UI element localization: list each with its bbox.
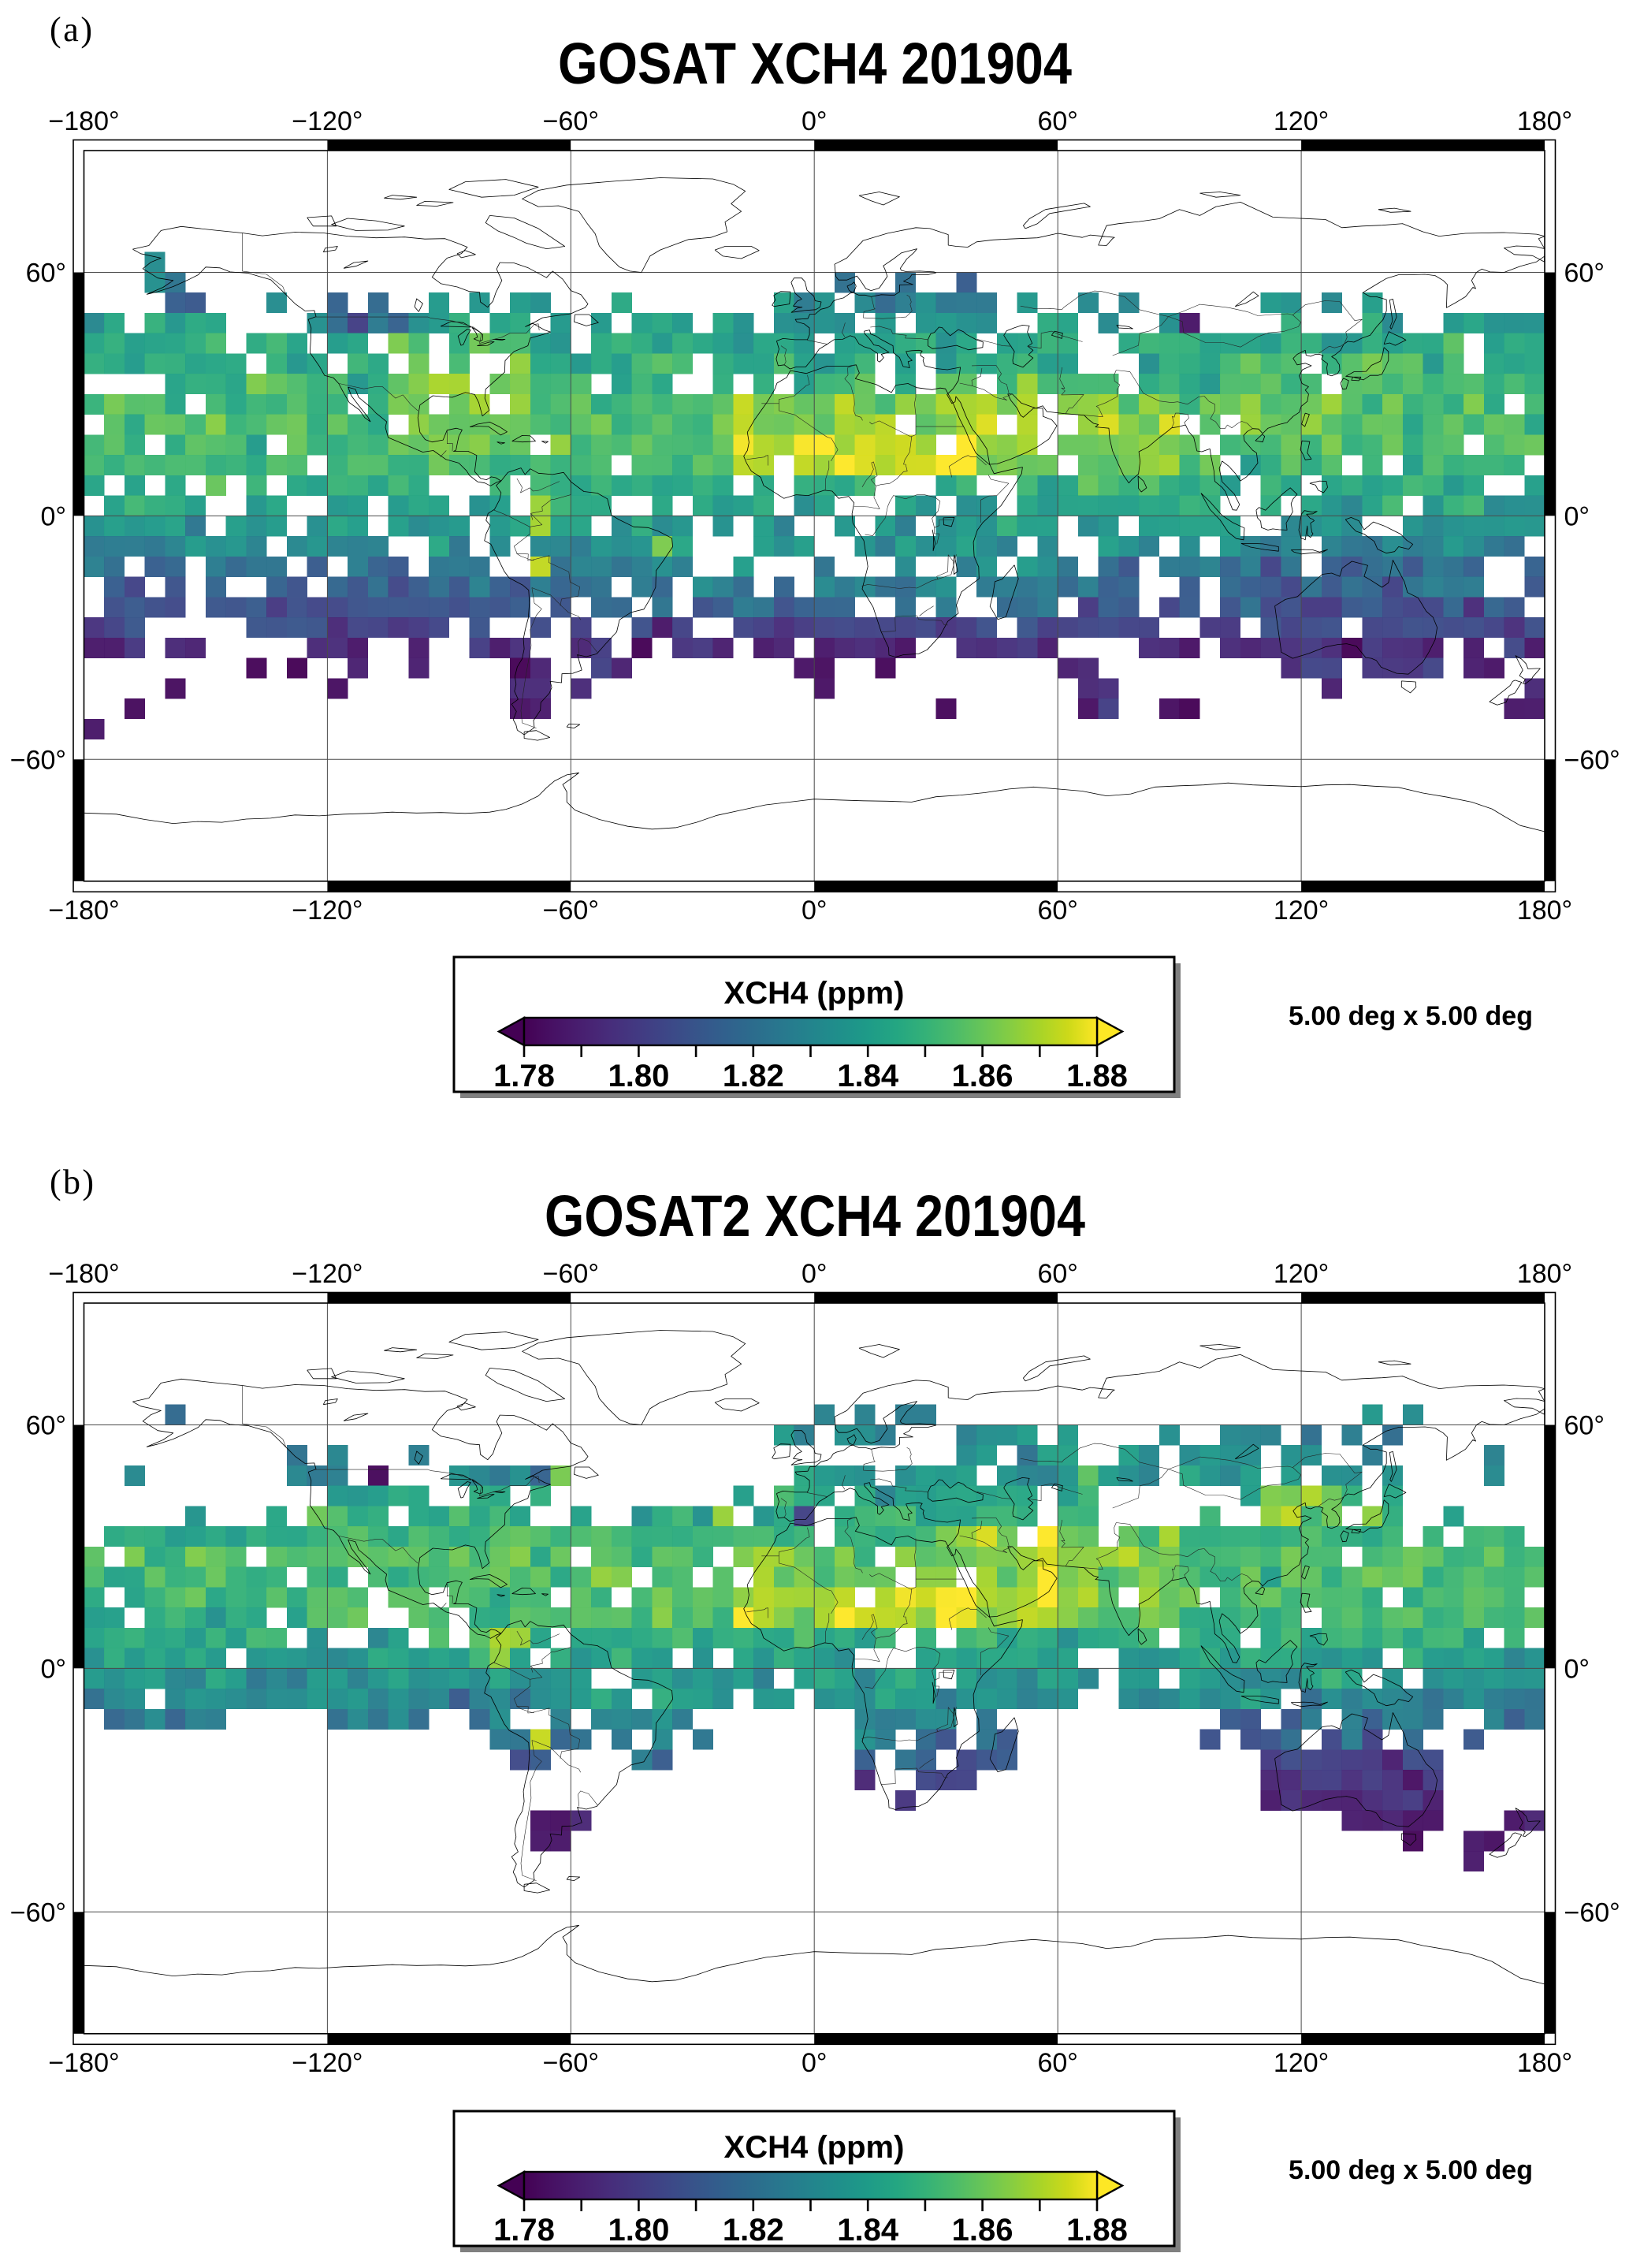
svg-text:−60°: −60° — [543, 106, 599, 136]
svg-text:120°: 120° — [1274, 2048, 1329, 2078]
svg-text:−60°: −60° — [10, 745, 66, 775]
svg-text:0°: 0° — [801, 896, 828, 925]
svg-text:−120°: −120° — [292, 896, 363, 925]
svg-text:1.80: 1.80 — [608, 1059, 669, 1093]
svg-text:120°: 120° — [1274, 1259, 1329, 1289]
svg-text:60°: 60° — [1037, 1259, 1077, 1289]
svg-text:120°: 120° — [1274, 106, 1329, 136]
svg-text:−60°: −60° — [543, 896, 599, 925]
svg-text:1.88: 1.88 — [1066, 1059, 1128, 1093]
svg-text:−120°: −120° — [292, 1259, 363, 1289]
svg-text:1.78: 1.78 — [493, 2213, 555, 2248]
svg-text:−180°: −180° — [48, 896, 119, 925]
svg-text:GOSAT XCH4 201904: GOSAT XCH4 201904 — [558, 31, 1072, 96]
svg-text:−180°: −180° — [48, 106, 119, 136]
svg-text:1.82: 1.82 — [723, 2213, 784, 2248]
svg-text:−60°: −60° — [543, 2048, 599, 2078]
svg-text:0°: 0° — [801, 2048, 828, 2078]
svg-text:1.78: 1.78 — [493, 1059, 555, 1093]
svg-text:1.88: 1.88 — [1066, 2213, 1128, 2248]
svg-text:1.86: 1.86 — [952, 2213, 1013, 2248]
svg-text:−120°: −120° — [292, 2048, 363, 2078]
svg-text:180°: 180° — [1517, 2048, 1572, 2078]
svg-text:60°: 60° — [1037, 106, 1077, 136]
svg-text:XCH4 (ppm): XCH4 (ppm) — [724, 976, 905, 1011]
svg-text:0°: 0° — [1564, 501, 1590, 531]
svg-text:−120°: −120° — [292, 106, 363, 136]
svg-text:180°: 180° — [1517, 896, 1572, 925]
svg-text:1.80: 1.80 — [608, 2213, 669, 2248]
svg-text:XCH4 (ppm): XCH4 (ppm) — [724, 2130, 905, 2165]
svg-text:120°: 120° — [1274, 896, 1329, 925]
svg-text:5.00 deg x 5.00 deg: 5.00 deg x 5.00 deg — [1289, 1001, 1533, 1031]
svg-text:−60°: −60° — [10, 1897, 66, 1927]
svg-text:1.86: 1.86 — [952, 1059, 1013, 1093]
svg-text:60°: 60° — [1037, 2048, 1077, 2078]
svg-text:−180°: −180° — [48, 2048, 119, 2078]
svg-text:60°: 60° — [26, 1411, 66, 1441]
svg-text:0°: 0° — [801, 106, 828, 136]
svg-text:60°: 60° — [1037, 896, 1077, 925]
svg-text:60°: 60° — [1564, 1411, 1605, 1441]
svg-text:1.82: 1.82 — [723, 1059, 784, 1093]
svg-text:0°: 0° — [801, 1259, 828, 1289]
svg-text:(b): (b) — [50, 1163, 94, 1201]
svg-text:60°: 60° — [1564, 259, 1605, 289]
svg-text:1.84: 1.84 — [837, 2213, 899, 2248]
svg-text:−60°: −60° — [1564, 1897, 1620, 1927]
svg-text:5.00 deg x 5.00 deg: 5.00 deg x 5.00 deg — [1289, 2155, 1533, 2185]
svg-text:60°: 60° — [26, 259, 66, 289]
svg-text:−60°: −60° — [1564, 745, 1620, 775]
svg-text:0°: 0° — [40, 1654, 66, 1684]
svg-text:0°: 0° — [40, 501, 66, 531]
svg-text:−60°: −60° — [543, 1259, 599, 1289]
svg-text:−180°: −180° — [48, 1259, 119, 1289]
svg-text:GOSAT2 XCH4 201904: GOSAT2 XCH4 201904 — [545, 1183, 1085, 1249]
svg-text:180°: 180° — [1517, 106, 1572, 136]
svg-text:180°: 180° — [1517, 1259, 1572, 1289]
svg-text:1.84: 1.84 — [837, 1059, 899, 1093]
svg-text:0°: 0° — [1564, 1654, 1590, 1684]
svg-text:(a): (a) — [50, 10, 92, 49]
